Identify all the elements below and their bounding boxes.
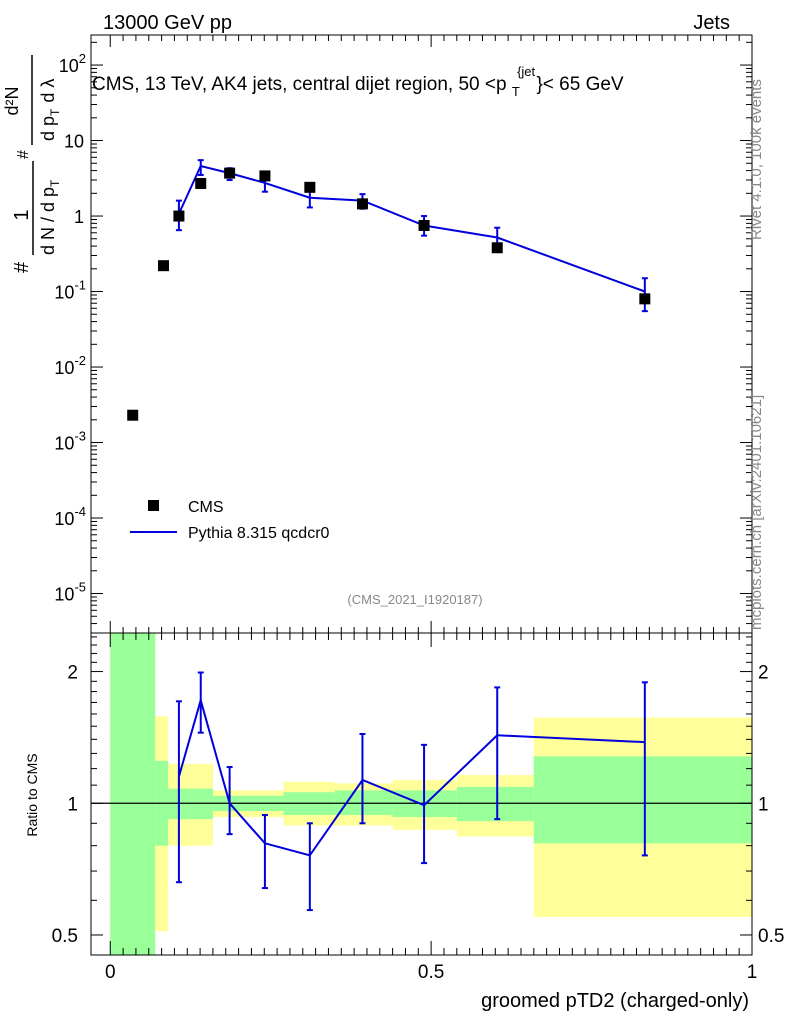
- y-tick-label: 1: [74, 207, 84, 227]
- y-tick-label: 102: [59, 51, 86, 76]
- uncertainty-band-inner: [533, 756, 752, 844]
- jets-label: Jets: [693, 12, 730, 34]
- y-label-hash-2: #: [15, 150, 32, 159]
- energy-label: 13000 GeV pp: [103, 12, 232, 34]
- cms-data-point: [173, 210, 185, 222]
- uncertainty-band-inner: [110, 633, 156, 955]
- legend-cms-marker: [148, 500, 159, 511]
- legend: CMS Pythia 8.315 qcdcr0: [130, 499, 330, 542]
- analysis-watermark: (CMS_2021_I1920187): [347, 592, 482, 607]
- main-frame: [90, 34, 753, 634]
- x-axis-label: groomed pTD2 (charged-only): [481, 990, 749, 1012]
- main-panel: 10-5 10-4 10-3 10-2 10-1 1 10 102 CMS, 13 TeV, …: [2, 34, 753, 634]
- cms-data-point: [127, 409, 139, 421]
- legend-cms-label: CMS: [188, 499, 224, 516]
- y-tick-label: 10-3: [54, 429, 86, 454]
- y-tick-label: 10: [64, 132, 84, 152]
- cms-data-point: [639, 293, 651, 305]
- y-label-hash-1: #: [11, 261, 33, 273]
- uncertainty-band-inner: [456, 786, 534, 822]
- cms-data-point: [418, 219, 430, 231]
- mcplots-label: mcplots.cern.ch [arXiv:2401.10621]: [748, 395, 765, 630]
- y-label-dn-dpt: d N / d pT: [38, 179, 62, 255]
- cms-data-point: [195, 177, 207, 189]
- cms-data-point: [356, 198, 368, 210]
- cms-data-point: [158, 260, 170, 272]
- ratio-y-tick-label-left: 2: [67, 663, 78, 684]
- ratio-y-tick-label-right: 2: [758, 663, 769, 684]
- main-y-label: # 1 d N / d pT # d²N d pTd λ: [2, 55, 62, 273]
- y-label-d2n: d²N: [2, 86, 22, 115]
- cms-data-point: [224, 167, 236, 179]
- ratio-frame: [90, 632, 753, 956]
- pythia-line: [177, 164, 646, 293]
- main-title: CMS, 13 TeV, AK4 jets, central dijet reg…: [92, 60, 624, 101]
- x-tick-label: 0.5: [418, 962, 444, 983]
- uncertainty-band-inner: [168, 788, 213, 820]
- legend-pythia-label: Pythia 8.315 qcdcr0: [188, 525, 330, 542]
- cms-data-point: [304, 181, 316, 193]
- ratio-y-tick-label-right: 0.5: [758, 926, 784, 947]
- ratio-panel: 0.5 0.51 12 2 0 0.5 1 Ratio to CMS groomed pT…: [24, 632, 784, 1012]
- cms-data-point: [259, 170, 271, 182]
- x-tick-label: 0: [105, 962, 116, 983]
- y-tick-label: 10-4: [54, 504, 86, 529]
- ratio-y-label: Ratio to CMS: [24, 753, 40, 836]
- rivet-label: Rivet 4.1.0, 100k events: [748, 79, 765, 240]
- ratio-y-tick-label-left: 0.5: [52, 926, 78, 947]
- y-tick-label: 10-5: [54, 580, 86, 605]
- y-label-one: 1: [11, 209, 33, 220]
- y-tick-label: 10-2: [54, 353, 86, 378]
- y-label-dpt-dl: d pTd λ: [38, 79, 62, 141]
- ratio-y-tick-label-right: 1: [758, 794, 769, 815]
- cms-data-point: [491, 242, 503, 254]
- ratio-y-tick-label-left: 1: [67, 794, 78, 815]
- y-tick-label: 10-1: [54, 278, 86, 303]
- x-tick-label: 1: [747, 962, 758, 983]
